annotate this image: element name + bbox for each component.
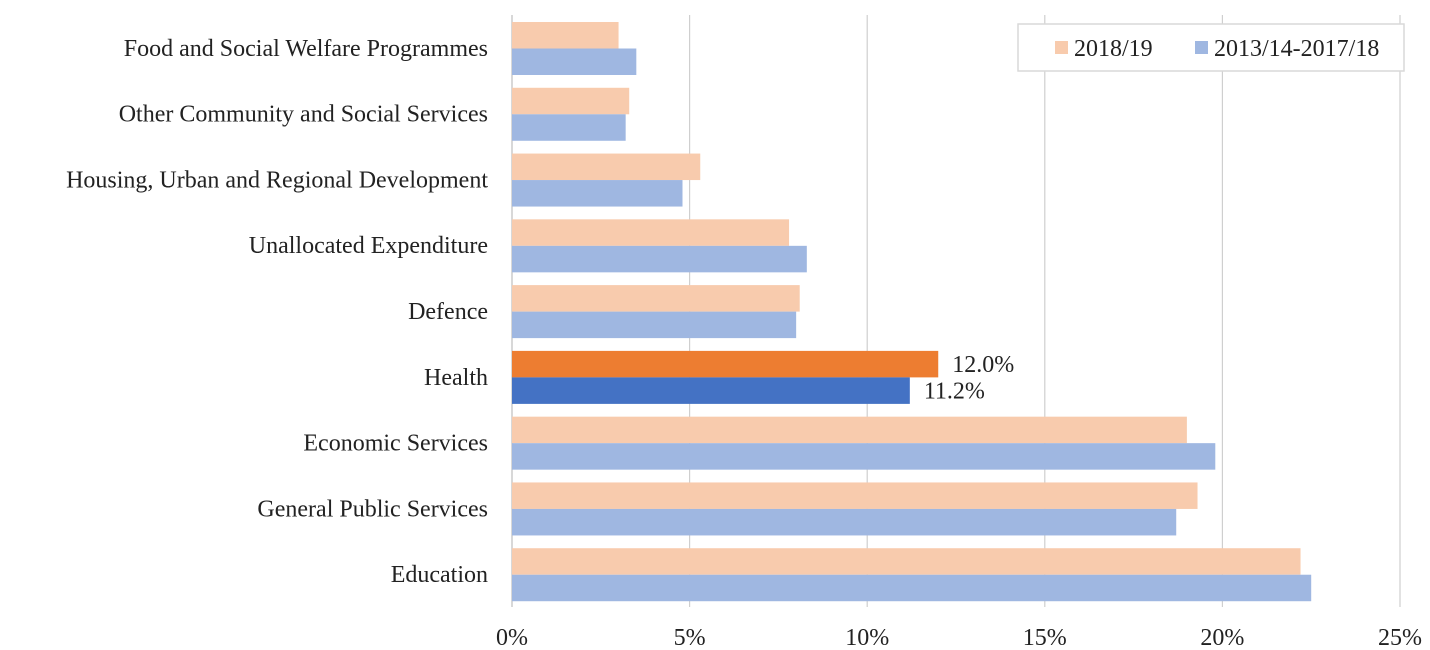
bar-2018-19-housing-urban-and-regional-development (512, 153, 701, 181)
category-label-other-community-and-social-services: Other Community and Social Services (119, 102, 488, 128)
label-layer: 0% 5% 10% 15% 20% 25% Food and Social Welfare … (66, 36, 1422, 650)
bar-2013-14-2017-18-economic-services (512, 443, 1216, 470)
bar-2013-14-2017-18-general-public-services (512, 508, 1177, 536)
bar-2013-14-2017-18-health (512, 377, 910, 404)
category-label-health: Health (424, 365, 488, 391)
x-tick-label-0: 0% (496, 625, 528, 650)
x-tick-label-5: 5% (674, 625, 706, 650)
x-tick-label-25: 25% (1378, 625, 1422, 650)
bar-2013-14-2017-18-other-community-and-social-services (512, 114, 626, 141)
bar-2018-19-unallocated-expenditure (512, 219, 790, 246)
bar-2018-19-education (512, 548, 1301, 575)
legend-swatch-2018-19 (1055, 41, 1068, 54)
bar-2013-14-2017-18-unallocated-expenditure (512, 245, 807, 273)
category-label-education: Education (391, 562, 488, 588)
category-label-food-and-social-welfare-programmes: Food and Social Welfare Programmes (124, 36, 488, 62)
legend-swatch-2013-14-2017-18 (1195, 41, 1208, 54)
x-tick-label-10: 10% (845, 625, 889, 650)
x-tick-label-15: 15% (1023, 625, 1067, 650)
legend: 2018/19 2013/14-2017/18 (1017, 23, 1405, 72)
x-tick-label-20: 20% (1200, 625, 1244, 650)
legend-label-2013-14-2017-18: 2013/14-2017/18 (1214, 36, 1379, 62)
bar-2018-19-defence (512, 285, 800, 312)
bar-2018-19-economic-services (512, 416, 1187, 444)
bar-2013-14-2017-18-food-and-social-welfare-programmes (512, 48, 637, 75)
data-label-2013-14-2017-18-health: 11.2% (924, 379, 985, 405)
bar-2013-14-2017-18-housing-urban-and-regional-development (512, 180, 683, 207)
category-label-economic-services: Economic Services (303, 431, 488, 457)
legend-frame (1017, 23, 1405, 72)
data-label-2018-19-health: 12.0% (952, 352, 1014, 378)
category-label-unallocated-expenditure: Unallocated Expenditure (249, 233, 488, 259)
legend-label-2018-19: 2018/19 (1074, 36, 1153, 62)
bar-2018-19-health (512, 350, 939, 378)
category-label-general-public-services: General Public Services (257, 496, 488, 522)
category-label-defence: Defence (408, 299, 488, 325)
bar-2013-14-2017-18-defence (512, 311, 797, 339)
bar-2018-19-food-and-social-welfare-programmes (512, 22, 619, 49)
bar-layer (512, 22, 1312, 602)
bar-2018-19-other-community-and-social-services (512, 87, 630, 115)
bar-2018-19-general-public-services (512, 482, 1198, 509)
bar-2013-14-2017-18-education (512, 574, 1312, 602)
category-label-housing-urban-and-regional-development: Housing, Urban and Regional Development (66, 167, 488, 193)
